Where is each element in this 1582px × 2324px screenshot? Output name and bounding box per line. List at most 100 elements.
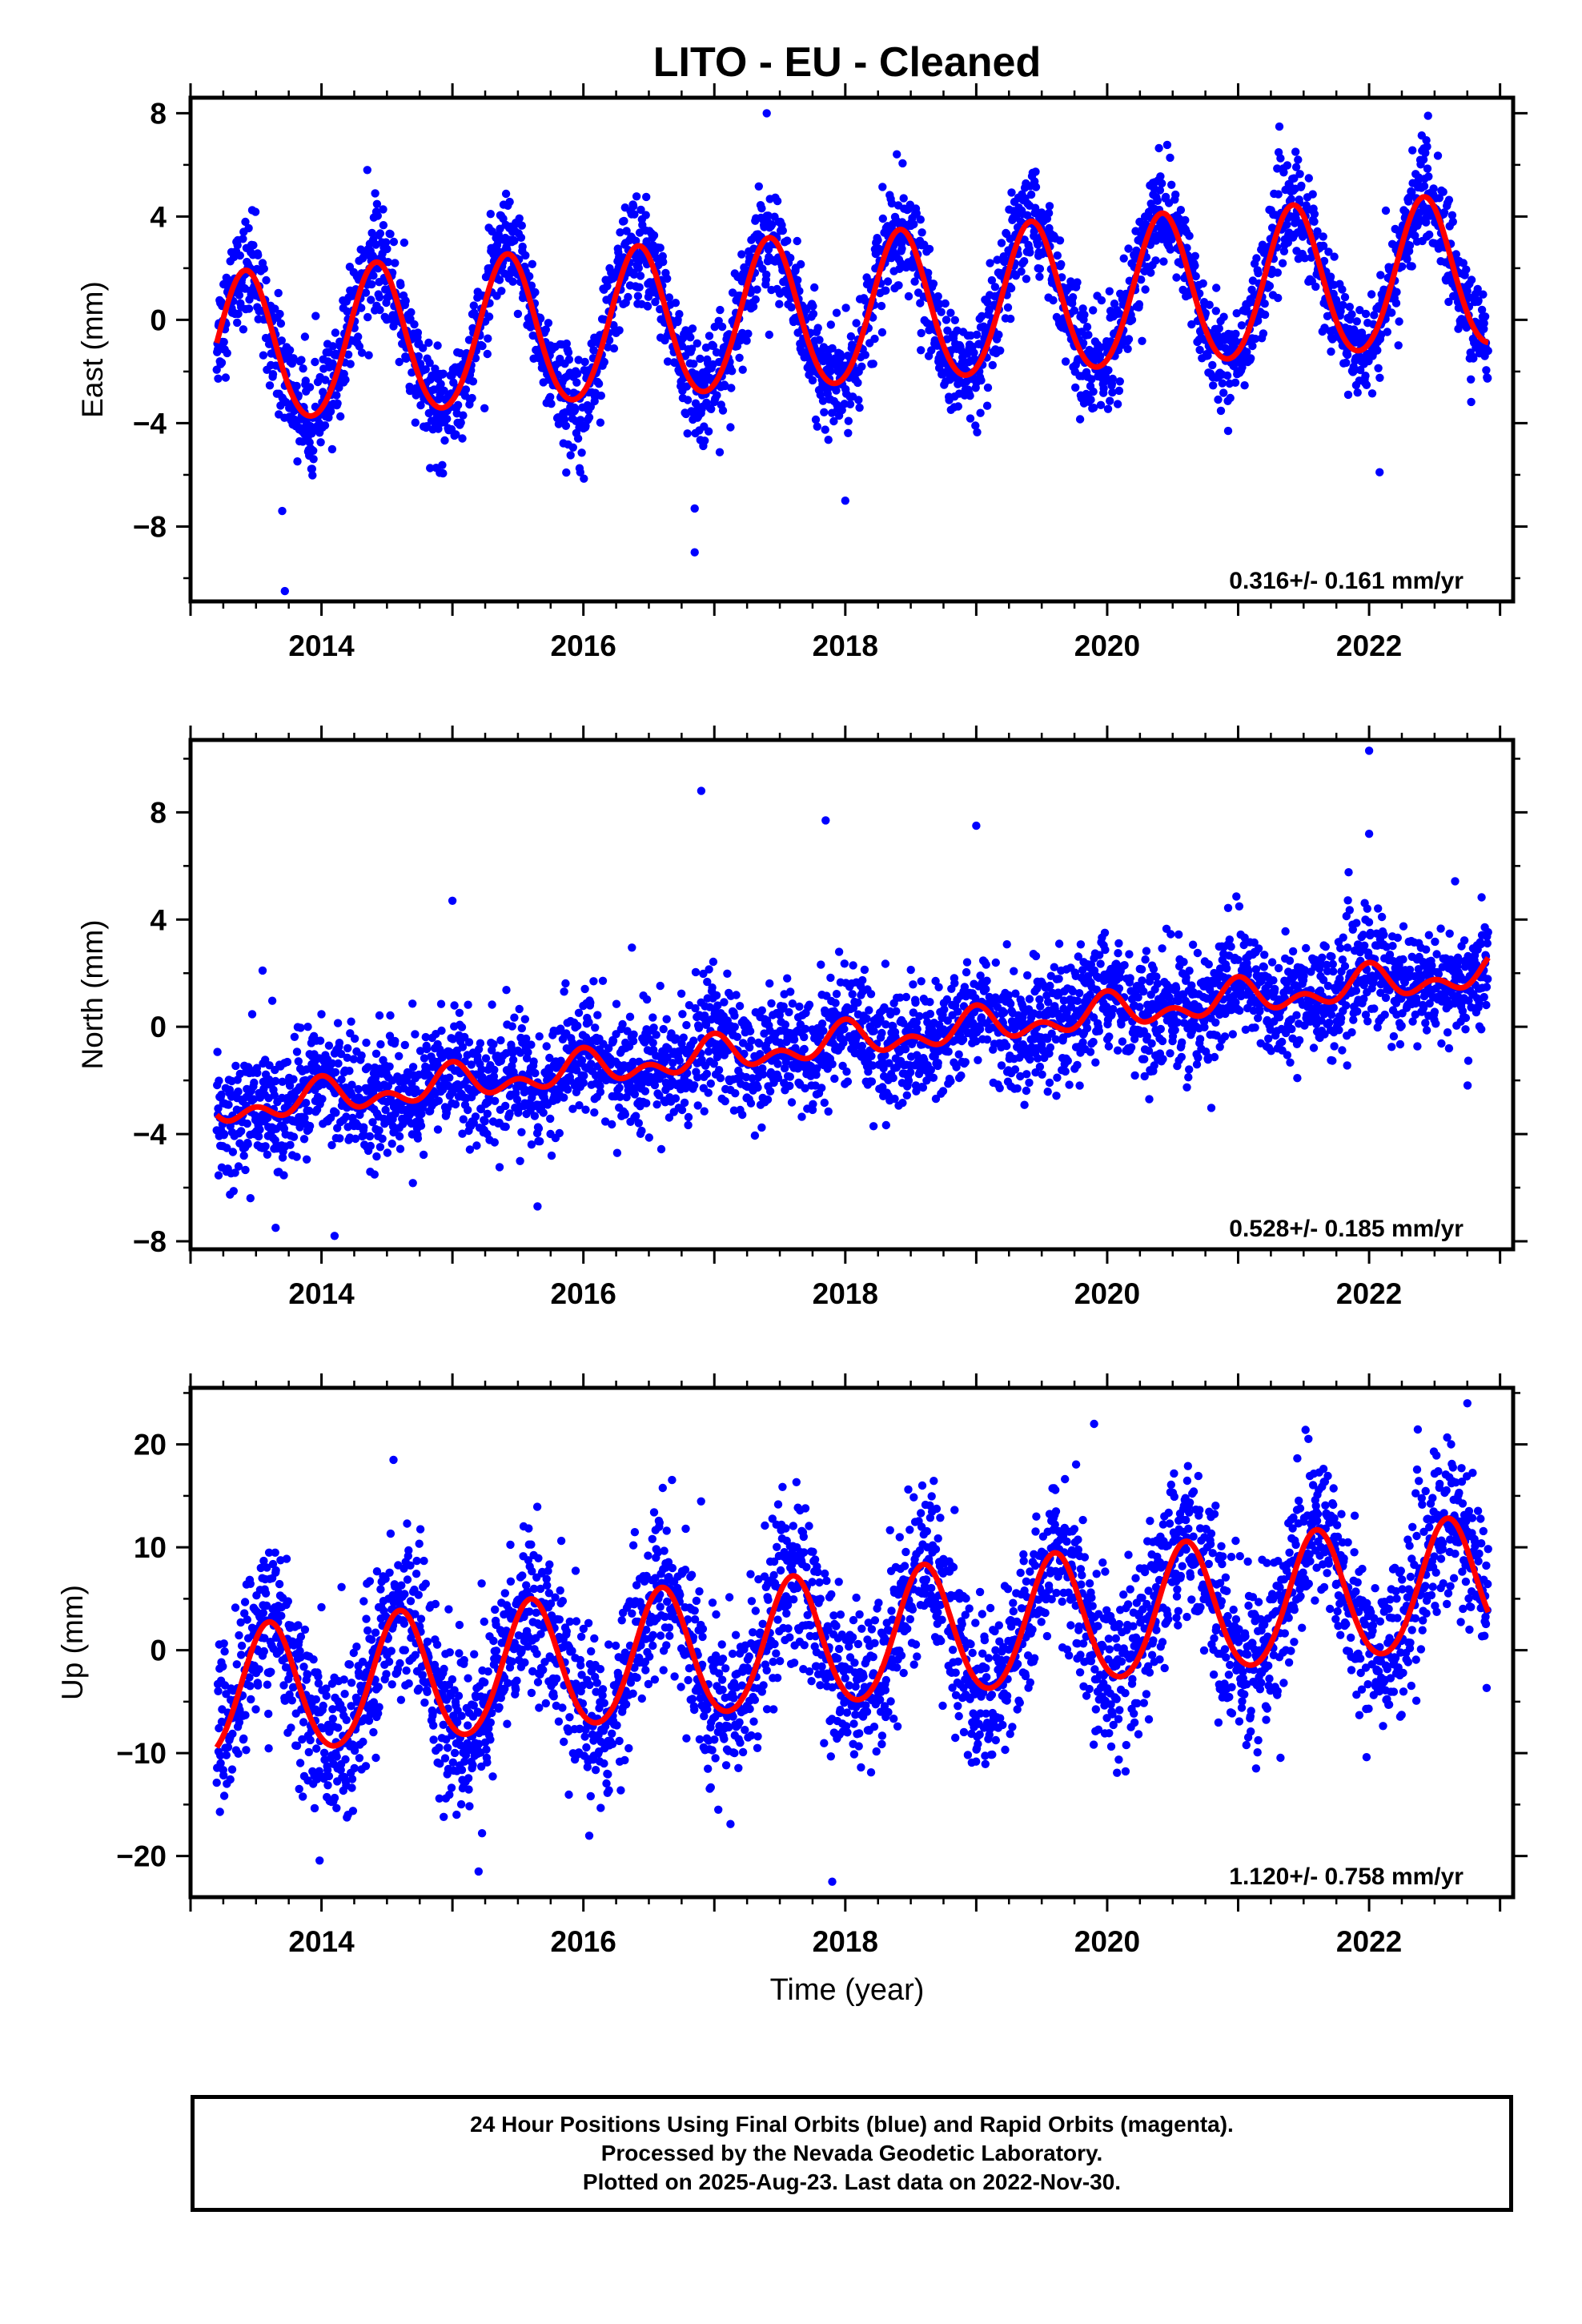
data-point (577, 448, 586, 457)
data-point (824, 436, 833, 444)
data-point (717, 322, 727, 332)
data-point (1240, 381, 1249, 390)
data-point (1099, 384, 1108, 393)
data-point (297, 356, 306, 364)
data-point (757, 1006, 766, 1015)
data-point (1352, 317, 1362, 326)
data-point (332, 391, 341, 400)
data-point (1017, 267, 1026, 276)
data-point (302, 1155, 311, 1164)
data-point (327, 444, 337, 454)
data-point (419, 1150, 428, 1160)
data-point (1045, 202, 1054, 211)
data-point (837, 352, 845, 362)
data-point (1248, 341, 1257, 351)
data-point (810, 283, 819, 292)
data-point (659, 257, 668, 267)
data-point (292, 381, 301, 391)
data-point (1407, 262, 1416, 271)
data-point (235, 251, 244, 260)
data-point (383, 258, 392, 267)
data-point (453, 400, 463, 409)
data-point (372, 1152, 381, 1161)
data-point (867, 1051, 876, 1061)
data-point (517, 1023, 526, 1033)
data-point (797, 259, 805, 269)
data-point (675, 1056, 684, 1065)
data-point (221, 373, 231, 382)
data-point (691, 967, 701, 977)
data-point (786, 987, 795, 996)
data-point (718, 406, 728, 415)
data-point (715, 448, 725, 456)
data-point (531, 1068, 540, 1078)
data-point (615, 326, 624, 335)
data-point (335, 383, 343, 392)
data-point (873, 235, 882, 245)
data-point (402, 354, 411, 363)
data-point (546, 1114, 555, 1124)
data-point (214, 374, 223, 383)
data-point (484, 334, 492, 343)
data-point (422, 1044, 432, 1054)
data-point (870, 334, 879, 344)
data-point (471, 354, 480, 363)
data-point (1104, 366, 1113, 375)
data-point (365, 1132, 375, 1141)
data-point (375, 229, 385, 238)
data-point (1367, 290, 1376, 299)
data-point (764, 211, 773, 220)
data-point (574, 356, 583, 364)
data-point (542, 1042, 551, 1051)
data-point (309, 446, 318, 455)
data-point (1208, 360, 1217, 370)
data-point (787, 1098, 797, 1107)
data-point (316, 438, 325, 447)
data-point (663, 274, 672, 283)
data-point (303, 1023, 312, 1031)
data-point (800, 1044, 809, 1054)
data-point (296, 1023, 305, 1032)
data-point (1162, 140, 1172, 150)
data-point (408, 368, 416, 377)
data-point (396, 1144, 405, 1153)
data-point (539, 1108, 548, 1117)
data-point (357, 348, 367, 357)
data-point (982, 401, 992, 410)
data-point (976, 408, 985, 417)
data-point (1237, 321, 1247, 330)
data-point (564, 355, 574, 364)
data-point (1113, 400, 1122, 408)
data-point (853, 378, 862, 388)
data-point (1044, 208, 1054, 218)
data-point (683, 429, 692, 438)
data-point (396, 280, 405, 290)
data-point (367, 228, 376, 238)
data-point (345, 1067, 354, 1076)
data-point (1084, 331, 1093, 340)
data-point (292, 1047, 302, 1056)
data-point (354, 1084, 363, 1094)
data-point (483, 1109, 492, 1119)
data-point (721, 1096, 729, 1106)
data-point (688, 324, 697, 333)
data-point (861, 296, 869, 305)
data-point (311, 357, 319, 367)
data-point (754, 182, 763, 191)
data-point (1278, 259, 1287, 267)
data-point (593, 1011, 602, 1019)
data-point (233, 318, 242, 328)
data-point (727, 384, 736, 392)
data-point (693, 339, 701, 348)
data-point (904, 292, 913, 301)
data-point (580, 1072, 588, 1080)
data-point (832, 308, 841, 317)
data-point (1053, 251, 1062, 260)
data-point (713, 391, 721, 400)
data-point (618, 1019, 627, 1029)
data-point (869, 360, 877, 368)
data-point (416, 1121, 426, 1130)
data-point (620, 1110, 629, 1120)
data-point (452, 430, 460, 439)
data-point (1308, 190, 1317, 199)
